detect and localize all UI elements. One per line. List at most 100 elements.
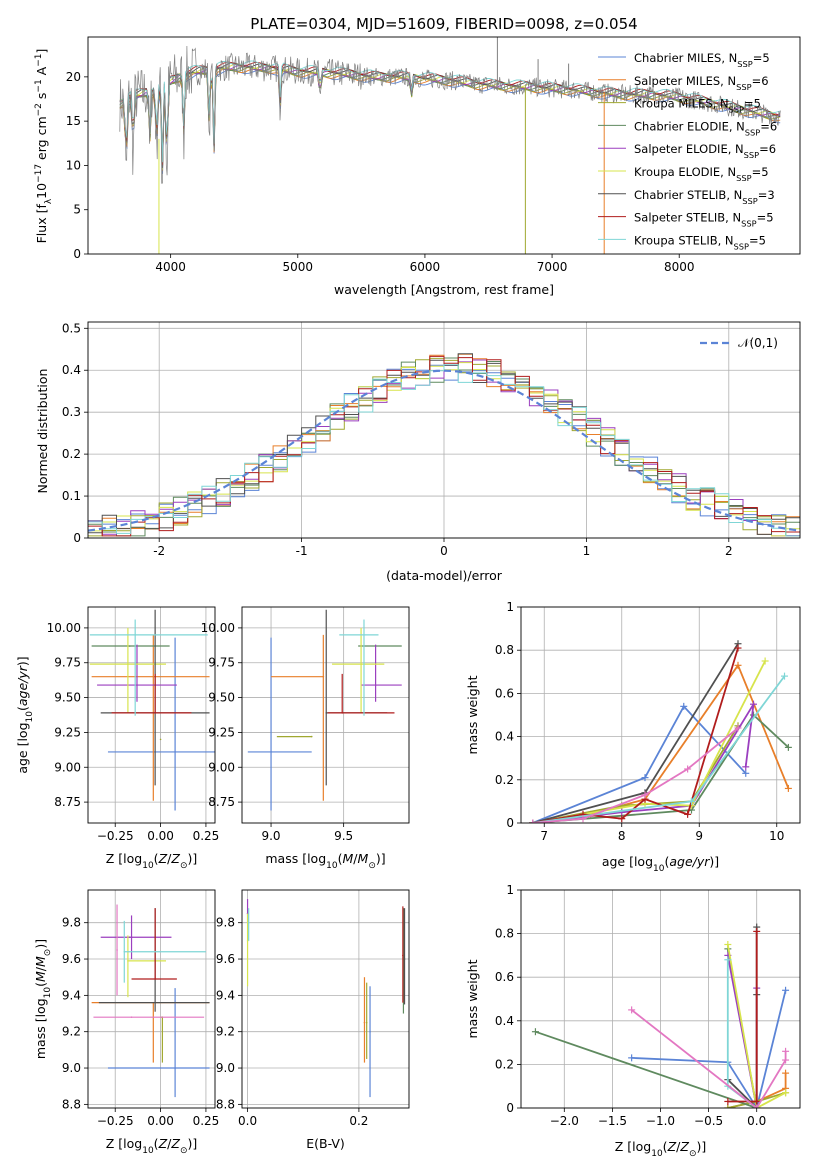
errorbar-point-kroupa_miles — [365, 1021, 368, 1024]
legend-label: Kroupa MILES, NSSP=5 — [634, 97, 761, 115]
data-spectrum-line — [119, 45, 781, 184]
panel-age_vs_mass: 9.0 9.5 8.75 9.00 9.25 9.50 9.75 10.00 mass [log… — [201, 606, 410, 871]
histogram-step-kroupa_stelib — [88, 364, 800, 537]
weight-line-chabrier_elodie — [532, 713, 790, 823]
axes-frame — [87, 321, 801, 539]
errorbar-point-salpeter_miles — [363, 1021, 366, 1024]
x-axis-label: Z [log10(Z/Z⊙)] — [615, 1139, 707, 1159]
errorbar-point-chabrier_stelib — [154, 1001, 156, 1004]
plot-area — [247, 609, 402, 811]
axis-group: -2 -1 0 1 2 0 0.1 0.2 0.3 0.4 0.5 (data-model)/erro… — [35, 321, 733, 583]
y-tick-label: 9.2 — [216, 1025, 235, 1039]
errorbar-point-salpeter_miles — [152, 675, 155, 678]
weight-line-kroupa_elodie — [726, 944, 787, 1108]
y-tick-label: 9.75 — [208, 656, 235, 670]
axis-group: −0.25 0.00 0.25 8.75 9.00 9.25 9.50 9.75 10.00 Z … — [15, 621, 219, 871]
x-tick-label: 0.2 — [349, 1114, 368, 1128]
errorbar-point-salpeter_miles — [322, 675, 325, 678]
axis-group: 4000 5000 6000 7000 8000 0 5 10 15 20 wavelength [… — [34, 49, 694, 297]
errorbar-point-salpeter_elodie — [136, 684, 138, 686]
y-axis-label: Normed distribution — [35, 369, 50, 494]
x-tick-label: 8000 — [664, 260, 695, 274]
axis-group: 9.0 9.5 8.75 9.00 9.25 9.50 9.75 10.00 mass [log… — [201, 621, 386, 871]
plot-area — [91, 904, 210, 1098]
x-tick-label: 4000 — [155, 260, 186, 274]
x-axis-label: Z [log10(Z/Z⊙)] — [106, 851, 198, 871]
weight-line-salpeter_stelib — [727, 931, 758, 1103]
x-tick-label: 8 — [618, 829, 626, 843]
y-axis-label: mass [log10(M/M⊙)] — [33, 939, 53, 1059]
y-tick-label: 0 — [73, 247, 81, 261]
y-tick-label: 9.8 — [62, 916, 81, 930]
x-tick-label: 5000 — [283, 260, 314, 274]
y-tick-label: 0 — [73, 531, 81, 545]
x-tick-label: −1.0 — [646, 1114, 675, 1128]
x-tick-label: 7 — [540, 829, 548, 843]
errorbar-point-salpeter_stelib — [341, 712, 344, 714]
y-tick-label: 9.0 — [216, 1061, 235, 1075]
x-tick-label: 9 — [695, 829, 703, 843]
errorbar-point-pink — [130, 1016, 133, 1018]
axis-group: −0.25 0.00 0.25 8.8 9.0 9.2 9.4 9.6 9.8 Z [log10(… — [33, 916, 219, 1156]
weight-line-chabrier_miles — [631, 990, 787, 1108]
weight-line-pink — [631, 1009, 787, 1108]
errorbar-point-chabrier_miles — [369, 1030, 371, 1033]
x-tick-label: 0.0 — [747, 1114, 766, 1128]
legend-label: Chabrier STELIB, NSSP=3 — [634, 188, 775, 206]
errorbar-point-kroupa_stelib — [363, 634, 365, 636]
legend-label: Chabrier ELODIE, NSSP=6 — [634, 119, 777, 137]
weight-line-chabrier_elodie — [535, 948, 758, 1108]
errorbar-point-salpeter_elodie — [130, 936, 133, 939]
x-tick-label: -1 — [296, 544, 308, 558]
plot-area — [89, 609, 215, 811]
errorbar-point-kroupa_elodie — [127, 960, 129, 962]
legend: Chabrier MILES, NSSP=5 Salpeter MILES, NS… — [598, 51, 777, 251]
panel-weight_vs_age: 7 8 9 10 0 0.2 0.4 0.6 0.8 1 age [log10(age/yr)] ma… — [465, 600, 801, 874]
y-axis-label: mass weight — [465, 675, 480, 754]
y-tick-label: 0.6 — [495, 686, 514, 700]
x-axis-label: age [log10(age/yr)] — [602, 854, 719, 874]
gridlines — [88, 322, 800, 539]
x-tick-label: −1.5 — [598, 1114, 627, 1128]
x-tick-label: 0.25 — [193, 1114, 220, 1128]
y-tick-label: 0.4 — [495, 1014, 514, 1028]
panel-mass_vs_Z: −0.25 0.00 0.25 8.8 9.0 9.2 9.4 9.6 9.8 Z [log10(… — [33, 889, 219, 1156]
x-tick-label: 2 — [725, 544, 733, 558]
y-tick-label: 10.00 — [201, 621, 235, 635]
gridlines — [242, 607, 409, 823]
errorbar-point-kroupa_stelib — [247, 921, 250, 924]
x-tick-label: 0.00 — [147, 1114, 174, 1128]
weight-line-chabrier_miles — [532, 704, 747, 823]
axis-group: 0.0 0.2 8.8 9.0 9.2 9.4 9.6 9.8 E(B-V) — [216, 916, 369, 1151]
errorbar-point-chabrier_stelib — [403, 958, 406, 960]
y-tick-label: 9.8 — [216, 916, 235, 930]
errorbar-point-kroupa_miles — [159, 738, 162, 741]
plot-area — [119, 37, 781, 254]
legend-label: Chabrier MILES, NSSP=5 — [634, 51, 770, 69]
x-tick-label: 9.5 — [334, 829, 353, 843]
weight-line-chabrier_stelib — [532, 643, 739, 823]
y-tick-label: 8.75 — [208, 795, 235, 809]
x-tick-label: 6000 — [410, 260, 441, 274]
y-tick-label: 1 — [506, 883, 514, 897]
legend-label: Salpeter MILES, NSSP=6 — [634, 74, 769, 92]
x-tick-label: 0.25 — [193, 829, 220, 843]
y-tick-label: 0.8 — [495, 643, 514, 657]
axes-frame — [241, 889, 410, 1109]
x-tick-label: 0.0 — [238, 1114, 257, 1128]
errorbar-point-chabrier_stelib — [325, 712, 328, 714]
legend-label: 𝒩(0,1) — [738, 336, 778, 350]
errorbar-point-salpeter_stelib — [402, 954, 404, 957]
errorbar-point-salpeter_stelib — [154, 978, 156, 980]
gridlines — [242, 890, 409, 1108]
y-tick-label: 0.5 — [62, 321, 81, 335]
errorbar-point-chabrier_miles — [174, 751, 176, 753]
axes-frame — [241, 606, 410, 824]
errorbar-point-salpeter_elodie — [374, 684, 377, 686]
y-tick-label: 8.8 — [216, 1097, 235, 1111]
panel-age_vs_Z: −0.25 0.00 0.25 8.75 9.00 9.25 9.50 9.75 10.00 Z … — [15, 606, 219, 871]
x-tick-label: −2.0 — [550, 1114, 579, 1128]
y-tick-label: 0 — [506, 1101, 514, 1115]
